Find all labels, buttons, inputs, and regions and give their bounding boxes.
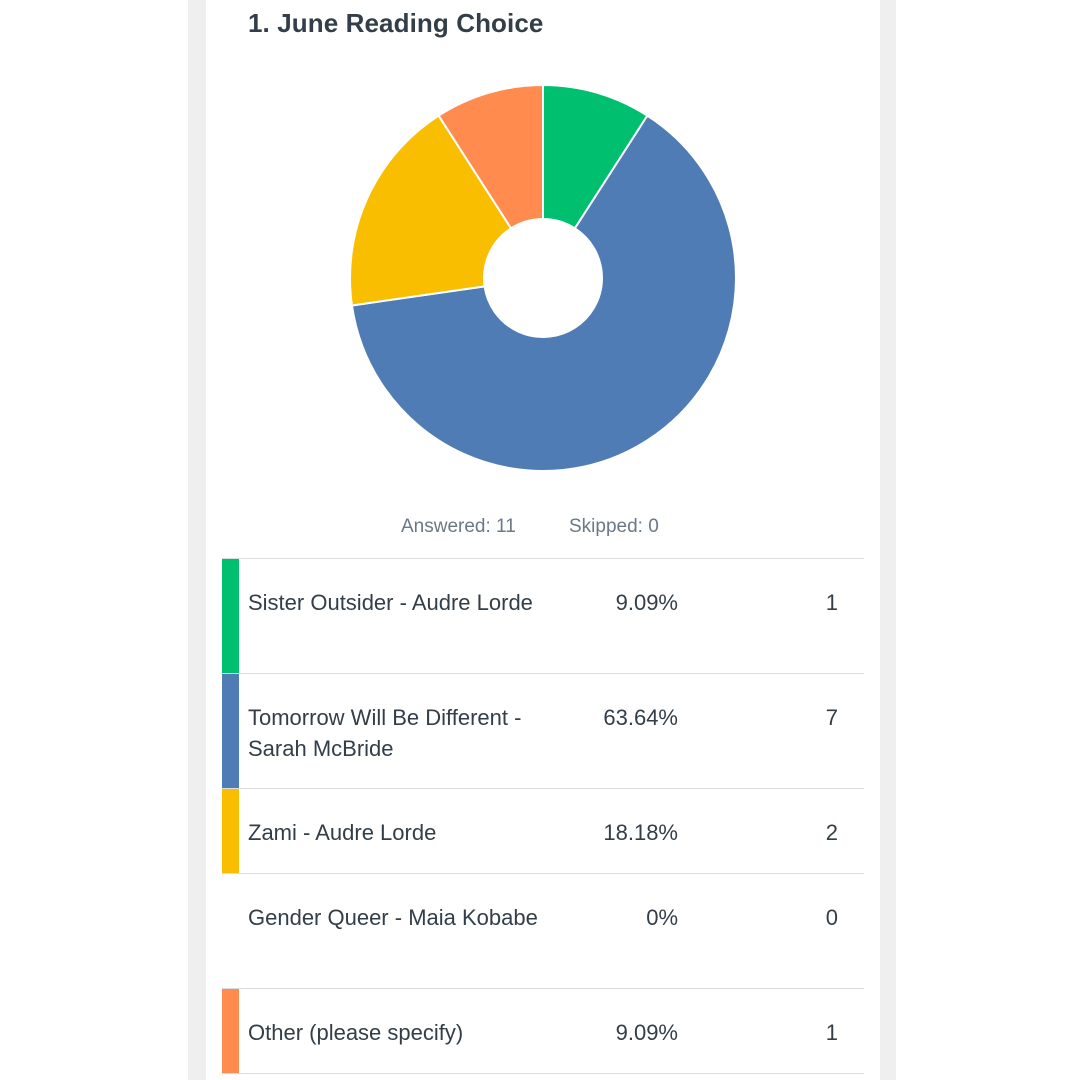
- table-row: Zami - Audre Lorde 18.18% 2: [222, 788, 864, 873]
- donut-slice: [350, 114, 737, 472]
- choice-percent: 63.64%: [603, 705, 678, 730]
- table-row: Other (please specify) 9.09% 1: [222, 988, 864, 1074]
- left-gutter: [188, 0, 206, 1080]
- choice-percent: 9.09%: [615, 590, 678, 615]
- choice-count: 1: [825, 1020, 838, 1045]
- color-swatch: [222, 559, 239, 673]
- choice-percent: 9.09%: [615, 1020, 678, 1045]
- donut-slices: [349, 83, 737, 472]
- choice-label: Other (please specify): [248, 1020, 464, 1045]
- donut-slice: [437, 83, 544, 230]
- choice-count: 0: [825, 905, 838, 930]
- table-row: Tomorrow Will Be Different - Sarah McBri…: [222, 673, 864, 788]
- color-swatch: [222, 789, 239, 873]
- table-row: Gender Queer - Maia Kobabe 0% 0: [222, 873, 864, 988]
- choice-count: 7: [825, 705, 838, 730]
- color-swatch: [222, 989, 239, 1073]
- results-table: Sister Outsider - Audre Lorde 9.09% 1 To…: [222, 558, 864, 1074]
- table-row: Sister Outsider - Audre Lorde 9.09% 1: [222, 558, 864, 673]
- choice-percent: 18.18%: [603, 820, 678, 845]
- choice-label: Zami - Audre Lorde: [248, 820, 437, 845]
- answered-count: Answered: 11: [401, 516, 516, 537]
- choice-count: 2: [825, 820, 838, 845]
- color-swatch: [222, 674, 239, 788]
- choice-label: Sister Outsider - Audre Lorde: [248, 590, 533, 615]
- donut-slice: [349, 114, 513, 307]
- choice-percent: 0%: [646, 905, 678, 930]
- skipped-count: Skipped: 0: [569, 516, 659, 537]
- choice-count: 1: [825, 590, 838, 615]
- right-gutter: [880, 0, 896, 1080]
- donut-chart: [349, 83, 737, 472]
- choice-label: Tomorrow Will Be Different - Sarah McBri…: [248, 705, 522, 761]
- choice-label: Gender Queer - Maia Kobabe: [248, 905, 538, 930]
- question-title: 1. June Reading Choice: [248, 8, 544, 38]
